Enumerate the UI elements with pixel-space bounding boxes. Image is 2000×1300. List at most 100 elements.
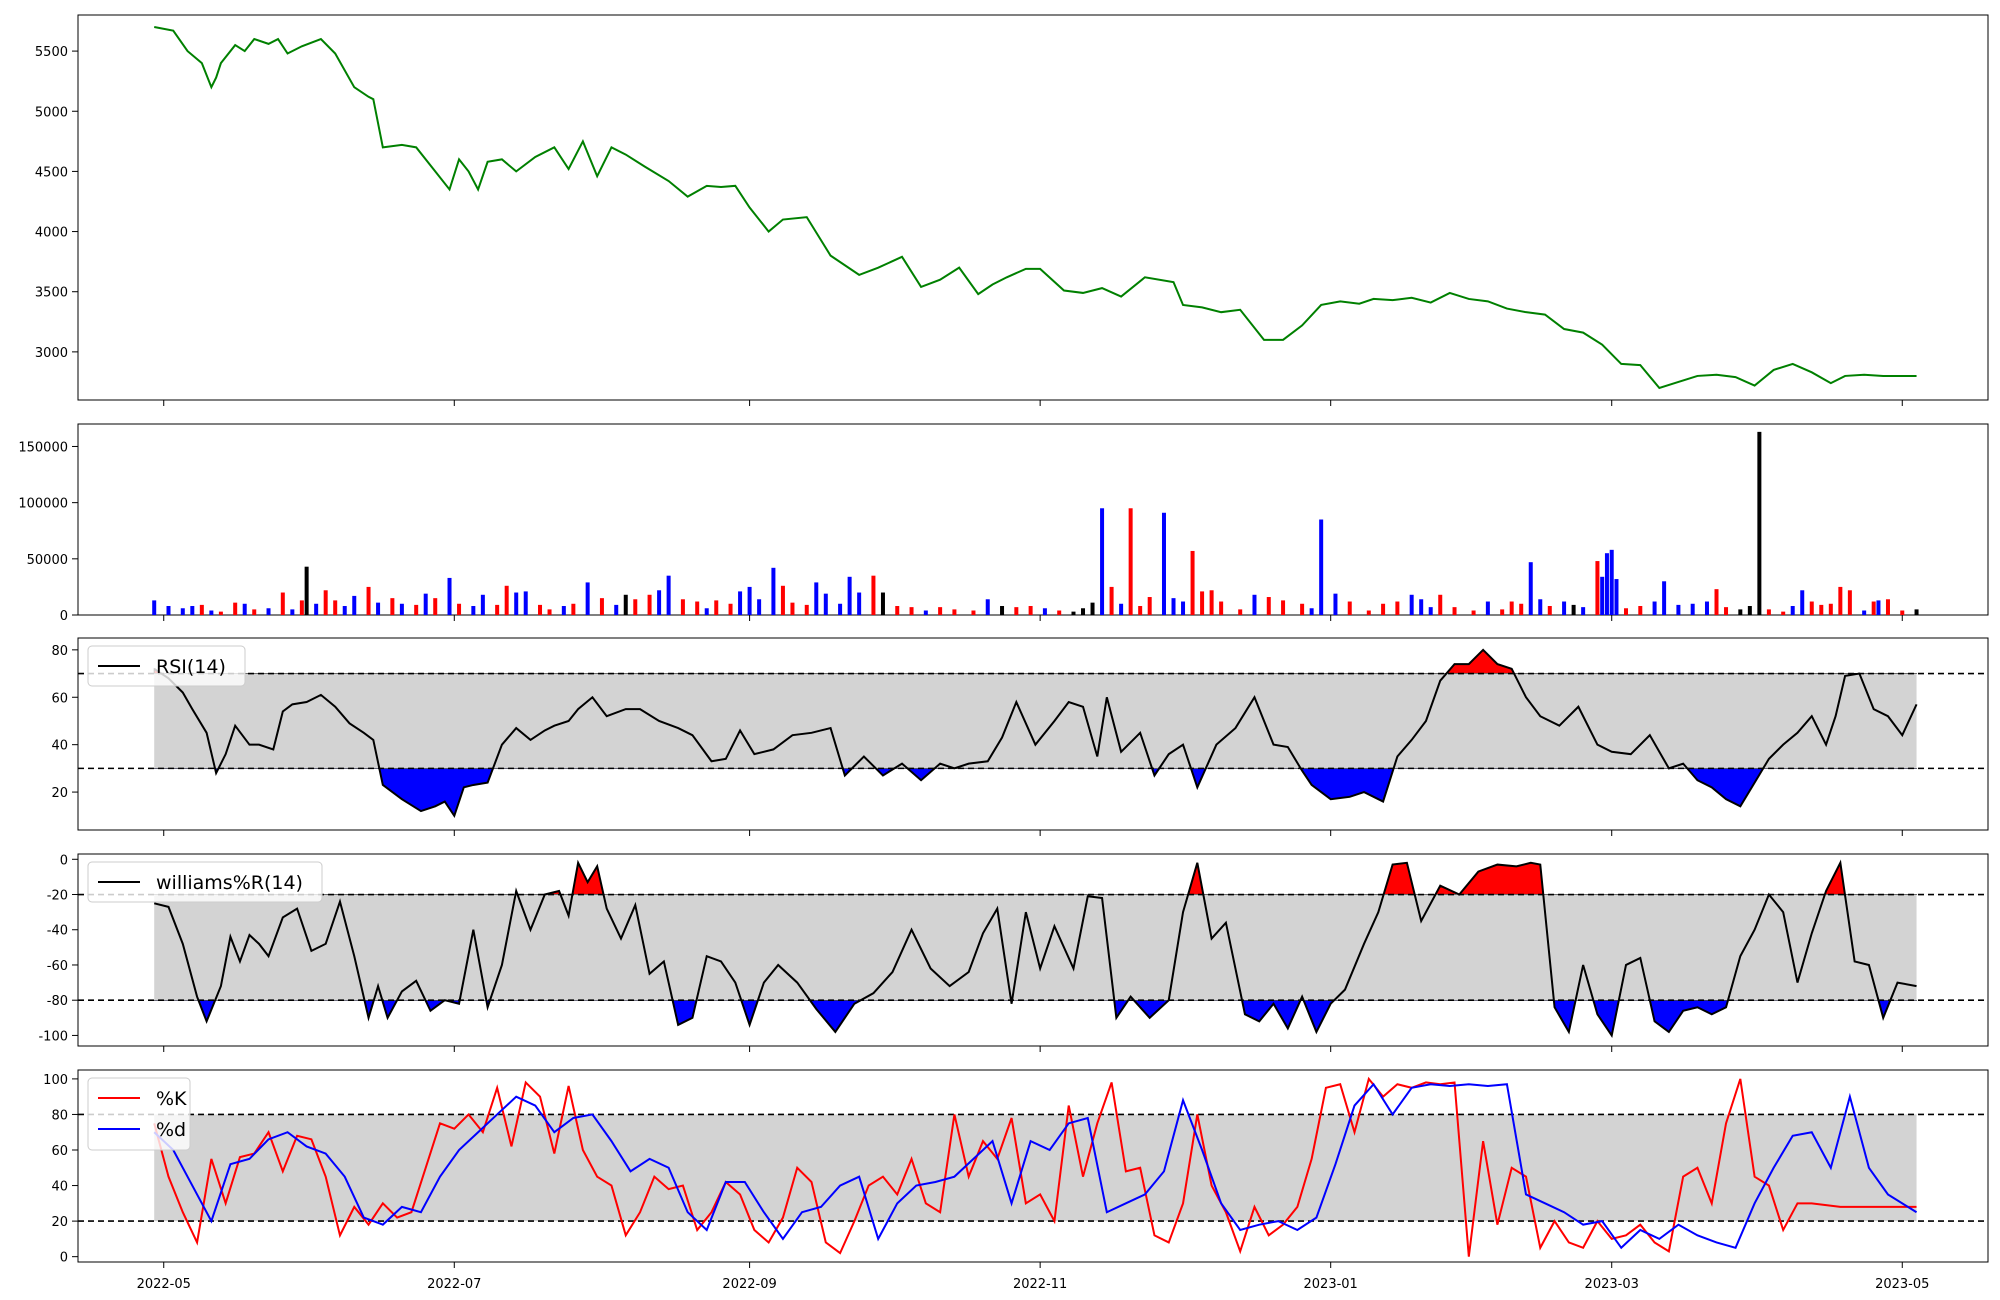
volume-bar bbox=[1600, 576, 1605, 615]
x-tick-label: 2023-05 bbox=[1875, 1277, 1929, 1292]
volume-bar bbox=[1828, 603, 1833, 615]
volume-bar bbox=[871, 575, 876, 615]
price-panel: 3000 3500 4000 4500 5000 5500 bbox=[35, 14, 1989, 406]
volume-bar bbox=[323, 590, 328, 615]
y-tick-label: 4500 bbox=[35, 165, 68, 180]
volume-bar bbox=[1219, 601, 1224, 615]
volume-bar bbox=[1581, 607, 1586, 615]
volume-bar bbox=[1071, 611, 1076, 615]
volume-bar bbox=[704, 608, 709, 615]
volume-bar bbox=[1485, 601, 1490, 615]
volume-bar bbox=[152, 600, 157, 615]
volume-bar bbox=[1571, 604, 1576, 615]
volume-bar bbox=[423, 593, 428, 615]
volume-bar bbox=[1885, 599, 1890, 615]
price-line bbox=[154, 26, 1917, 390]
volume-bar bbox=[847, 576, 852, 615]
volume-bar bbox=[909, 607, 914, 615]
volume-bar bbox=[714, 600, 719, 615]
volume-bar bbox=[757, 599, 762, 615]
volume-bar bbox=[1819, 604, 1824, 615]
axes-frame bbox=[77, 423, 1989, 616]
volume-bar bbox=[1595, 561, 1600, 615]
volume-bar bbox=[1090, 602, 1095, 615]
y-tick-label: 20 bbox=[51, 1215, 68, 1230]
williams-line bbox=[153, 859, 1917, 1038]
y-tick-label: 60 bbox=[51, 691, 68, 706]
y-tick-label: 20 bbox=[51, 786, 68, 801]
volume-bar bbox=[480, 594, 485, 615]
williams-panel: 0 -20 -40 -60 -80 -100 williams%R(14) bbox=[38, 853, 1989, 1052]
volume-bar bbox=[1704, 601, 1709, 615]
y-tick-label: 80 bbox=[51, 644, 68, 659]
volume-bar bbox=[1381, 603, 1386, 615]
volume-bar bbox=[738, 591, 743, 615]
volume-bar bbox=[1876, 600, 1881, 615]
volume-bar bbox=[1547, 606, 1552, 615]
y-tick-label: -100 bbox=[38, 1029, 68, 1044]
stochastic-k-line bbox=[153, 1076, 1917, 1257]
y-tick-label: -60 bbox=[47, 959, 68, 974]
y-tick-label: 5000 bbox=[35, 105, 68, 120]
volume-bar bbox=[1347, 601, 1352, 615]
volume-bar bbox=[314, 603, 319, 615]
legend-label: %d bbox=[156, 1119, 186, 1141]
volume-bar bbox=[1300, 603, 1305, 615]
volume-bar bbox=[633, 599, 638, 615]
volume-bar bbox=[1724, 607, 1729, 615]
stochastic-d-line bbox=[153, 1082, 1918, 1250]
volume-bar bbox=[1200, 591, 1205, 615]
stochastic-panel: 0 20 40 60 80 100 2022-05 2022-07 2022-09 2022-11… bbox=[43, 1069, 1989, 1292]
williams-overbought-fill bbox=[153, 861, 1918, 895]
volume-bar bbox=[495, 604, 500, 615]
volume-bar bbox=[1081, 608, 1086, 615]
legend-label: %K bbox=[156, 1088, 187, 1110]
y-tick-label: 40 bbox=[51, 739, 68, 754]
y-tick-label: 4000 bbox=[35, 226, 68, 241]
volume-bar bbox=[952, 609, 957, 615]
volume-bar bbox=[376, 602, 381, 615]
volume-bar bbox=[1333, 593, 1338, 615]
volume-bar bbox=[1781, 611, 1786, 615]
volume-bar bbox=[1252, 594, 1257, 615]
volume-bar bbox=[538, 604, 543, 615]
volume-bar bbox=[1757, 431, 1762, 615]
axes-frame bbox=[77, 14, 1989, 401]
volume-bar bbox=[1057, 610, 1062, 615]
volume-bar bbox=[366, 586, 371, 615]
volume-bar bbox=[252, 609, 257, 615]
volume-bar bbox=[1452, 607, 1457, 615]
volume-bar bbox=[971, 610, 976, 615]
volume-bar bbox=[290, 609, 295, 615]
volume-bar bbox=[342, 606, 347, 615]
volume-bar bbox=[1309, 608, 1314, 615]
volume-bar bbox=[614, 604, 619, 615]
x-tick-label: 2022-05 bbox=[137, 1277, 191, 1292]
volume-bar bbox=[199, 604, 204, 615]
volume-bar bbox=[1366, 610, 1371, 615]
volume-bar bbox=[299, 600, 304, 615]
volume-bar bbox=[1638, 606, 1643, 615]
volume-bar bbox=[1395, 601, 1400, 615]
y-tick-label: -20 bbox=[47, 889, 68, 904]
volume-bar bbox=[1509, 601, 1514, 615]
volume-bar bbox=[504, 585, 509, 615]
volume-bar bbox=[1119, 603, 1124, 615]
volume-bar bbox=[1014, 607, 1019, 615]
volume-bar bbox=[561, 606, 566, 615]
volume-bar bbox=[1266, 597, 1271, 615]
volume-bar bbox=[1614, 579, 1619, 615]
volume-bar bbox=[1428, 607, 1433, 615]
volume-bar bbox=[1138, 606, 1143, 615]
y-tick-label: 5500 bbox=[35, 45, 68, 60]
volume-bar bbox=[771, 567, 776, 615]
volume-bar bbox=[1171, 598, 1176, 615]
axes-frame bbox=[77, 853, 1989, 1047]
x-tick-label: 2022-07 bbox=[427, 1277, 481, 1292]
volume-bar bbox=[1419, 599, 1424, 615]
band-fill bbox=[154, 673, 1917, 769]
volume-bar bbox=[680, 599, 685, 615]
y-tick-label: 60 bbox=[51, 1144, 68, 1159]
y-tick-label: 3000 bbox=[35, 346, 68, 361]
